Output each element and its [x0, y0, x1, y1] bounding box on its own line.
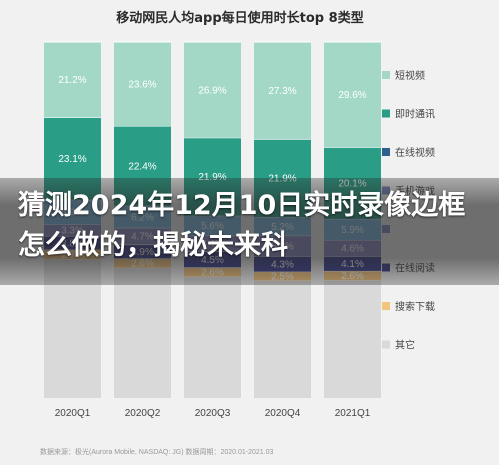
legend-swatch: [382, 148, 390, 156]
bar-value-label: 29.6%: [338, 90, 366, 101]
legend-swatch: [382, 340, 390, 349]
bar-segment: [324, 42, 381, 148]
bar-segment: [114, 42, 171, 127]
bar-value-label: 26.9%: [198, 85, 226, 96]
bar-segment: [254, 280, 311, 398]
chart-title: 移动网民人均app每日使用时长top 8类型: [116, 10, 363, 26]
x-tick-label: 2020Q3: [195, 408, 231, 419]
x-tick-label: 2020Q1: [55, 408, 91, 419]
x-tick-label: 2020Q2: [125, 408, 161, 419]
bar-segment: [184, 42, 241, 138]
bar-value-label: 22.4%: [128, 161, 156, 172]
bar-value-label: 21.9%: [198, 172, 226, 183]
headline-overlay-band: [0, 178, 499, 285]
legend-label: 其它: [395, 339, 415, 352]
source-note: 数据来源：极光(Aurora Mobile, NASDAQ: JG) 数据周期：…: [40, 447, 274, 456]
bar-segment: [254, 42, 311, 140]
x-axis-ticks: 2020Q1 2020Q2 2020Q3 2020Q4 2021Q1: [55, 408, 371, 419]
legend-swatch: [382, 71, 390, 79]
bar-segment: [44, 42, 101, 118]
bar-value-label: 23.1%: [58, 154, 86, 165]
legend-swatch: [382, 302, 390, 310]
bar-segment: [114, 267, 171, 398]
x-tick-label: 2021Q1: [335, 408, 371, 419]
bar-value-label: 21.2%: [58, 75, 86, 86]
legend-label: 短视频: [395, 69, 425, 82]
bar-value-label: 27.3%: [268, 86, 296, 97]
legend-swatch: [382, 109, 390, 118]
headline-overlay-text: 猜测2024年12月10日实时录像边框怎么做的，揭秘未来科: [18, 190, 466, 261]
bar-segment: [324, 280, 381, 398]
legend-label: 即时通讯: [395, 109, 435, 121]
bar-value-label: 23.6%: [128, 80, 156, 91]
x-tick-label: 2020Q4: [265, 408, 301, 419]
legend-label: 搜索下载: [395, 300, 435, 313]
legend-label: 在线视频: [395, 146, 435, 159]
bar-segment: [184, 276, 241, 398]
